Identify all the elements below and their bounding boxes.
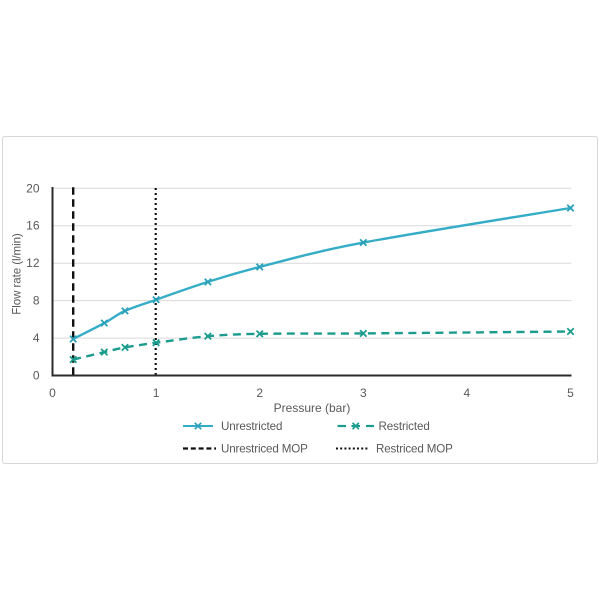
svg-text:12: 12 bbox=[26, 256, 40, 270]
svg-text:8: 8 bbox=[33, 294, 40, 308]
svg-text:4: 4 bbox=[33, 331, 40, 345]
svg-text:16: 16 bbox=[26, 219, 40, 233]
svg-text:Restricted: Restricted bbox=[379, 420, 430, 433]
svg-text:0: 0 bbox=[49, 386, 56, 400]
svg-text:0: 0 bbox=[33, 369, 40, 383]
svg-text:20: 20 bbox=[26, 181, 40, 195]
svg-text:1: 1 bbox=[153, 386, 160, 400]
svg-text:2: 2 bbox=[256, 386, 263, 400]
svg-text:3: 3 bbox=[360, 386, 367, 400]
svg-text:Flow rate (l/min): Flow rate (l/min) bbox=[11, 233, 24, 315]
svg-text:5: 5 bbox=[567, 386, 574, 400]
svg-text:Pressure (bar): Pressure (bar) bbox=[274, 401, 351, 415]
svg-text:Unrestriced MOP: Unrestriced MOP bbox=[221, 443, 308, 456]
svg-text:Unrestricted: Unrestricted bbox=[221, 420, 282, 433]
svg-text:4: 4 bbox=[464, 386, 471, 400]
svg-text:Restriced MOP: Restriced MOP bbox=[376, 443, 453, 456]
